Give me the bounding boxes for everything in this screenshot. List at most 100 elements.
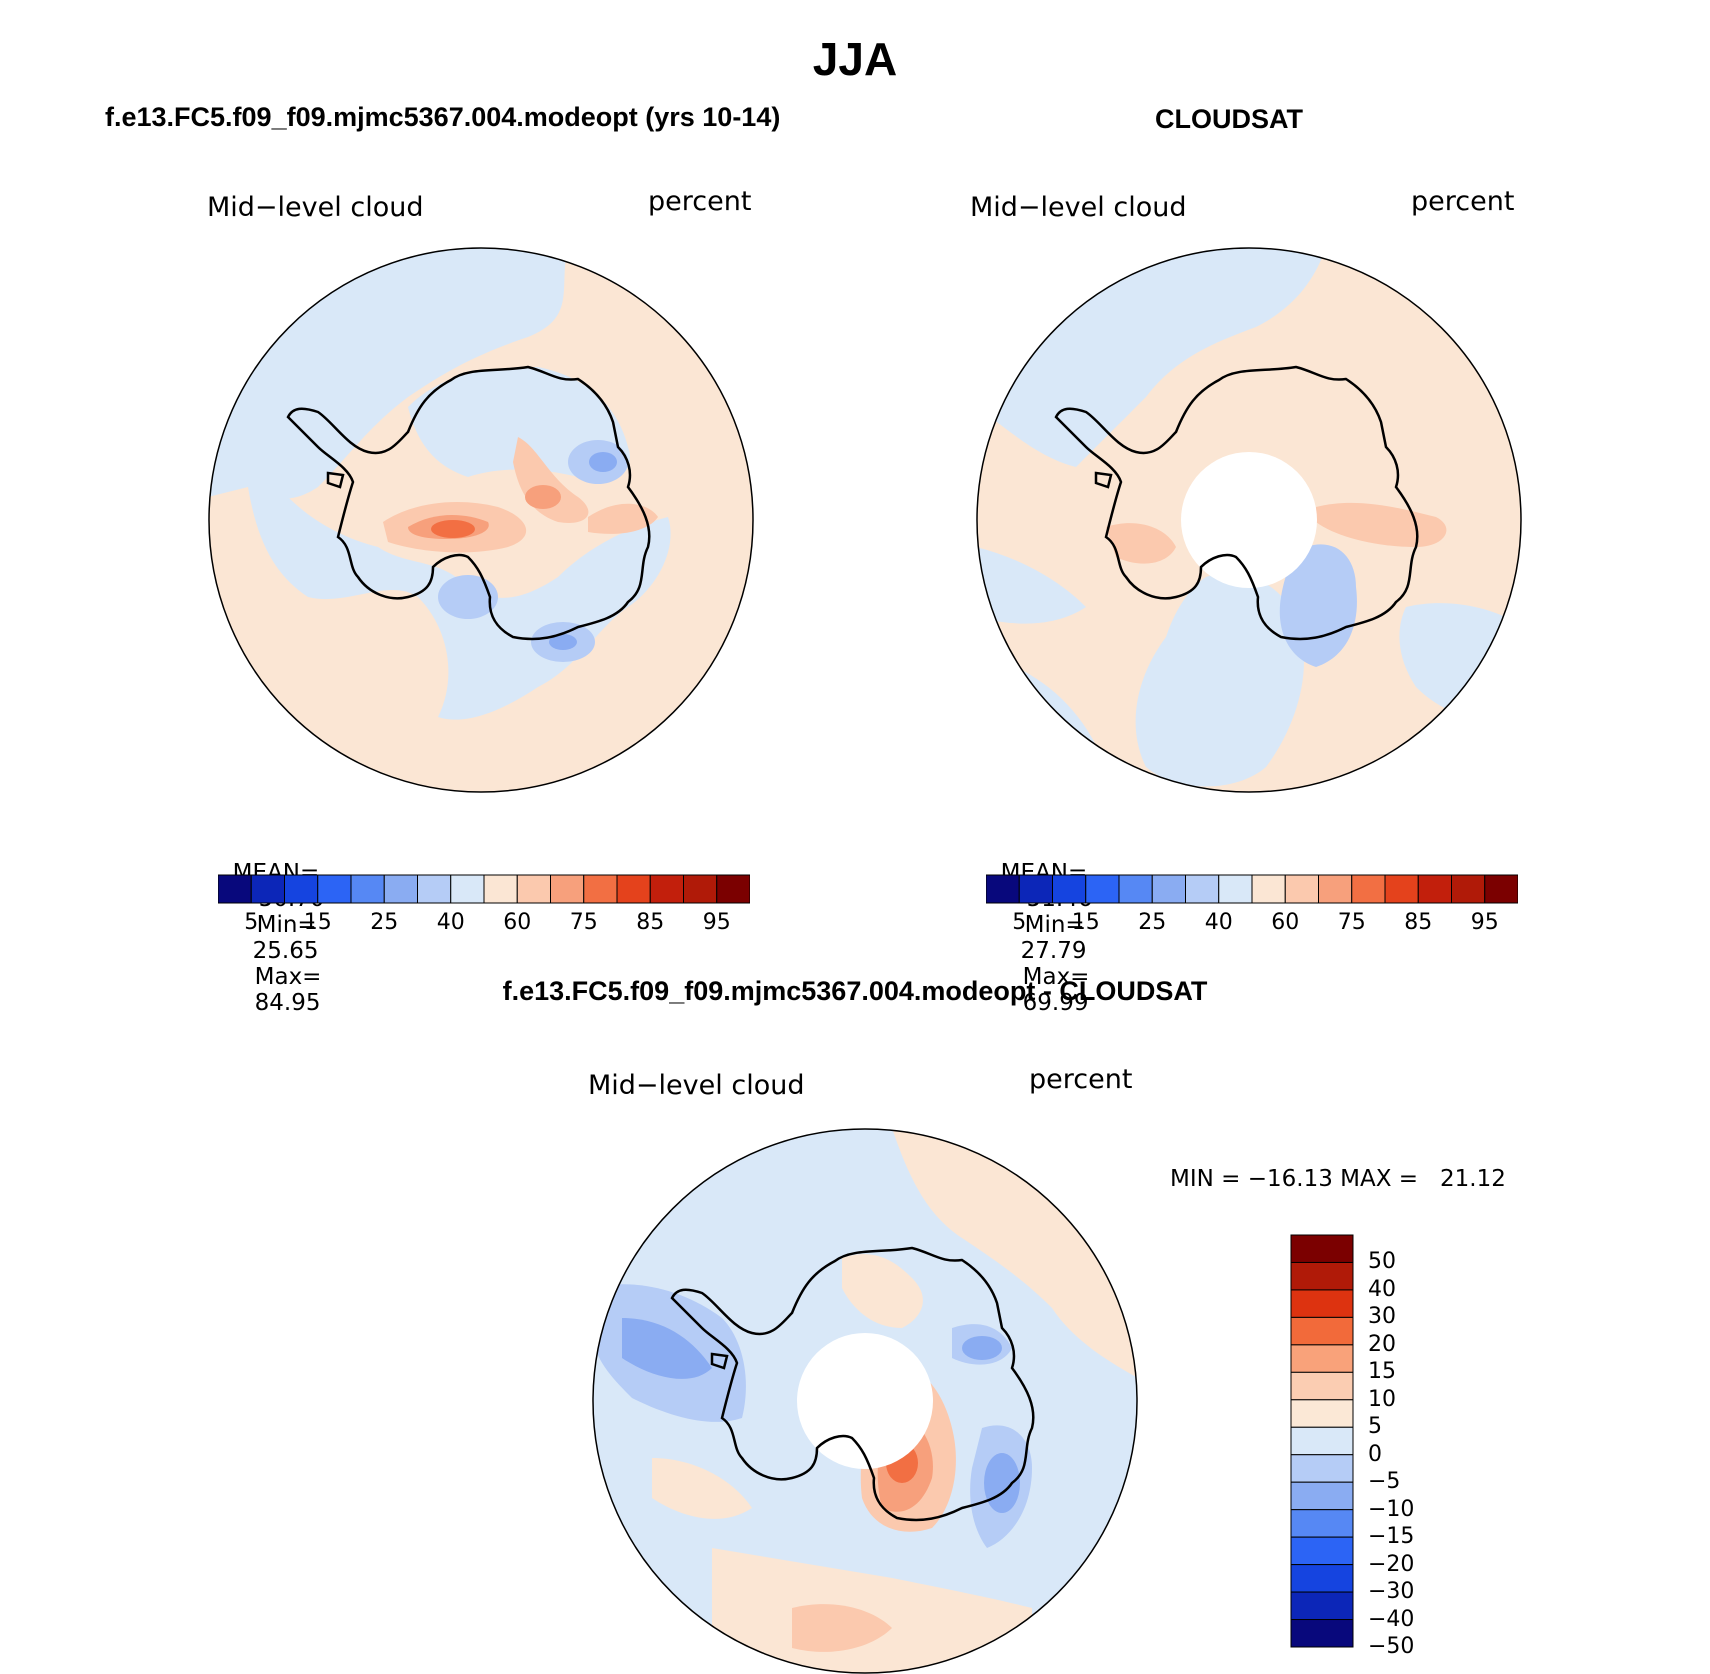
difference-colorbar-box [1290, 1509, 1354, 1538]
model-colorbar-box [616, 874, 651, 904]
difference-colorbar-box [1290, 1371, 1354, 1401]
difference-colorbar-tick-label: −40 [1368, 1606, 1415, 1632]
obs-colorbar-box [1151, 874, 1186, 904]
obs-colorbar-box [1052, 874, 1087, 904]
model-colorbar-tick-label: 15 [303, 910, 332, 935]
model-colorbar-box [450, 874, 485, 904]
difference-colorbar-tick-label: 5 [1368, 1414, 1382, 1440]
difference-colorbar-box [1290, 1481, 1354, 1511]
model-colorbar-box [483, 874, 518, 904]
model-colorbar-box [284, 874, 319, 904]
difference-colorbar-tick-label: −10 [1368, 1496, 1415, 1522]
model-colorbar-box [649, 874, 684, 904]
model-colorbar-tick-label: 85 [636, 910, 665, 935]
model-max-value: 84.95 [254, 990, 321, 1016]
obs-max-value: 69.99 [1022, 990, 1089, 1016]
model-colorbar-box [218, 874, 252, 904]
difference-panel-title: f.e13.FC5.f09_f09.mjmc5367.004.modeopt -… [502, 976, 1208, 1006]
obs-colorbar-tick-label: 40 [1204, 910, 1233, 935]
difference-colorbar-tick-label: 50 [1368, 1249, 1396, 1275]
model-min-value: 25.65 [252, 938, 319, 964]
obs-colorbar-box [1451, 874, 1486, 904]
difference-colorbar-tick-label: −50 [1368, 1634, 1415, 1659]
obs-colorbar [986, 874, 1518, 904]
model-colorbar-tick-label: 95 [702, 910, 731, 935]
model-colorbar-box [250, 874, 285, 904]
model-colorbar-box [317, 874, 352, 904]
difference-colorbar-box [1290, 1261, 1354, 1291]
difference-colorbar-box [1290, 1289, 1354, 1318]
obs-colorbar-box [1484, 874, 1518, 904]
difference-colorbar-tick-label: 15 [1368, 1359, 1396, 1385]
obs-colorbar-box [1284, 874, 1319, 904]
model-min-label: Min= [256, 912, 317, 938]
difference-colorbar-box [1290, 1536, 1354, 1566]
obs-colorbar-box [1085, 874, 1120, 904]
obs-colorbar-tick-label: 5 [1012, 910, 1027, 935]
model-panel-title: f.e13.FC5.f09_f09.mjmc5367.004.modeopt (… [105, 102, 781, 132]
diff-units-label: percent [1029, 1064, 1133, 1095]
obs-colorbar-tick-label: 75 [1337, 910, 1366, 935]
obs-colorbar-tick-label: 95 [1470, 910, 1499, 935]
difference-colorbar [1290, 1234, 1354, 1648]
obs-variable-label: Mid−level cloud [970, 192, 1187, 223]
model-colorbar-box [583, 874, 618, 904]
difference-colorbar-tick-label: 40 [1368, 1276, 1396, 1302]
difference-colorbar-tick-label: 20 [1368, 1331, 1396, 1357]
difference-colorbar-box [1290, 1234, 1354, 1263]
obs-colorbar-tick-label: 85 [1404, 910, 1433, 935]
obs-colorbar-box [1318, 874, 1353, 904]
model-colorbar-tick-label: 60 [503, 910, 532, 935]
model-units-label: percent [648, 186, 752, 217]
obs-min-label: Min= [1024, 912, 1085, 938]
difference-colorbar-tick-label: 10 [1368, 1386, 1396, 1412]
obs-colorbar-box [1251, 874, 1286, 904]
difference-colorbar-tick-label: 0 [1368, 1441, 1382, 1467]
obs-colorbar-box [1218, 874, 1253, 904]
model-colorbar-tick-label: 75 [569, 910, 598, 935]
obs-colorbar-tick-label: 15 [1071, 910, 1100, 935]
obs-panel-title: CLOUDSAT [1155, 104, 1303, 134]
main-title: JJA [812, 33, 898, 85]
difference-colorbar-box [1290, 1316, 1354, 1346]
model-colorbar-ticks: 5 15 25 40 60 75 85 95 [218, 910, 750, 940]
difference-colorbar-tick-label: −20 [1368, 1551, 1415, 1577]
model-colorbar-tick-label: 25 [370, 910, 399, 935]
obs-colorbar-tick-label: 25 [1138, 910, 1167, 935]
model-variable-label: Mid−level cloud [207, 192, 424, 223]
diff-minmax: MIN = −16.13 MAX = 21.12 [1170, 1166, 1506, 1192]
obs-polar-map [976, 247, 1522, 793]
obs-colorbar-box [1118, 874, 1153, 904]
model-colorbar [218, 874, 750, 904]
difference-colorbar-tick-label: 30 [1368, 1304, 1396, 1330]
difference-colorbar-box [1290, 1426, 1354, 1456]
difference-colorbar-box [1290, 1399, 1354, 1428]
model-colorbar-box [417, 874, 452, 904]
model-colorbar-box [716, 874, 750, 904]
obs-colorbar-box [1018, 874, 1053, 904]
model-colorbar-box [383, 874, 418, 904]
obs-min-value: 27.79 [1020, 938, 1087, 964]
difference-colorbar-box [1290, 1344, 1354, 1373]
obs-max-label: Max= [1022, 964, 1090, 990]
difference-colorbar-tick-label: −30 [1368, 1579, 1415, 1605]
obs-colorbar-ticks: 5 15 25 40 60 75 85 95 [986, 910, 1518, 940]
diff-variable-label: Mid−level cloud [588, 1070, 805, 1101]
difference-colorbar-box [1290, 1454, 1354, 1483]
model-polar-map [208, 247, 754, 793]
difference-colorbar-tick-label: −5 [1368, 1469, 1401, 1495]
model-colorbar-box [550, 874, 585, 904]
obs-units-label: percent [1411, 186, 1515, 217]
model-colorbar-tick-label: 5 [244, 910, 259, 935]
difference-colorbar-box [1290, 1619, 1354, 1648]
model-colorbar-box [516, 874, 551, 904]
obs-colorbar-box [1351, 874, 1386, 904]
obs-colorbar-box [1417, 874, 1452, 904]
difference-colorbar-tick-label: −15 [1368, 1524, 1415, 1550]
obs-colorbar-tick-label: 60 [1271, 910, 1300, 935]
model-colorbar-box [350, 874, 385, 904]
difference-colorbar-box [1290, 1564, 1354, 1593]
obs-colorbar-box [986, 874, 1020, 904]
difference-polar-map [592, 1128, 1138, 1674]
difference-colorbar-box [1290, 1591, 1354, 1621]
